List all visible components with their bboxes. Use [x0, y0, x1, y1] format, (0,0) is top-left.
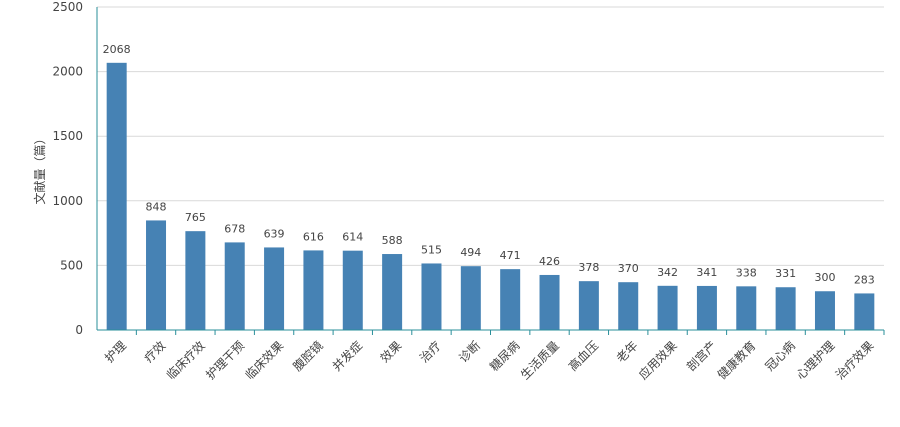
bar[interactable]	[775, 287, 796, 330]
data-label: 494	[460, 246, 481, 259]
x-tick-label: 疗效	[141, 338, 169, 366]
grid-lines	[97, 6, 884, 266]
y-tick-label: 500	[60, 258, 83, 272]
x-tick-label: 糖尿病	[486, 338, 522, 374]
bar[interactable]	[696, 285, 717, 330]
data-label: 515	[421, 243, 442, 256]
data-label: 338	[736, 266, 757, 279]
x-tick-label: 治疗	[417, 338, 444, 365]
x-tick-label: 生活质量	[518, 338, 562, 382]
data-label: 342	[657, 266, 678, 279]
x-tick-label: 应用效果	[635, 338, 680, 383]
y-tick-label: 2500	[52, 0, 83, 14]
x-tick-label: 临床效果	[242, 338, 287, 383]
bar[interactable]	[421, 263, 442, 330]
x-tick-label: 腹腔镜	[290, 338, 326, 374]
bar[interactable]	[382, 254, 403, 330]
bar[interactable]	[224, 242, 245, 330]
bar[interactable]	[814, 291, 835, 330]
y-axis-ticks: 0 500 1000 1500 2000 2500	[52, 0, 83, 337]
data-label: 426	[539, 255, 560, 268]
x-tick-label: 老年	[614, 338, 641, 365]
bar[interactable]	[303, 250, 324, 330]
data-label: 588	[382, 234, 403, 247]
data-label: 471	[500, 249, 521, 262]
y-axis-title: 文献量（篇）	[32, 132, 47, 204]
x-tick-label: 效果	[377, 338, 405, 366]
y-tick-label: 1000	[52, 194, 83, 208]
data-label: 370	[618, 262, 639, 275]
bar[interactable]	[106, 62, 127, 331]
y-tick-label: 0	[75, 323, 83, 337]
data-label: 639	[264, 227, 285, 240]
bars	[106, 62, 875, 331]
data-label: 378	[578, 261, 599, 274]
data-label: 2068	[103, 43, 131, 56]
x-tick-label: 冠心病	[762, 338, 798, 374]
bar[interactable]	[500, 269, 521, 330]
x-tick-label: 诊断	[456, 338, 484, 366]
data-label: 848	[146, 200, 167, 213]
data-label: 678	[224, 222, 245, 235]
data-labels: 2068 848 765 678 639 616 614 588 515 494 471 426 378…	[103, 43, 875, 287]
x-tick-label: 护理干预	[203, 338, 247, 382]
x-tick-label: 并发症	[329, 338, 365, 374]
bar[interactable]	[539, 274, 560, 330]
bar[interactable]	[460, 266, 481, 330]
data-label: 614	[342, 231, 363, 244]
x-tick-label: 高血压	[565, 338, 601, 374]
bar[interactable]	[146, 220, 167, 330]
data-label: 616	[303, 230, 324, 243]
y-tick-label: 2000	[52, 65, 83, 79]
data-label: 331	[775, 267, 796, 280]
bar[interactable]	[264, 247, 285, 330]
x-tick-label: 健康教育	[714, 338, 759, 383]
bar[interactable]	[736, 286, 757, 330]
x-tick-label: 心理护理	[793, 338, 837, 382]
data-label: 341	[696, 266, 717, 279]
bar[interactable]	[342, 250, 363, 330]
x-tick-label: 剖宫产	[683, 338, 719, 374]
x-tick-label: 临床疗效	[163, 338, 208, 383]
y-tick-label: 1500	[52, 129, 83, 143]
bar[interactable]	[657, 285, 678, 330]
data-label: 765	[185, 211, 206, 224]
x-tick-label: 护理	[102, 338, 129, 365]
data-label: 300	[814, 271, 835, 284]
bar[interactable]	[578, 281, 599, 330]
data-label: 283	[854, 273, 875, 286]
bar[interactable]	[618, 282, 639, 330]
bar[interactable]	[185, 231, 206, 330]
x-tick-label: 治疗效果	[832, 338, 877, 383]
bar[interactable]	[854, 293, 875, 330]
